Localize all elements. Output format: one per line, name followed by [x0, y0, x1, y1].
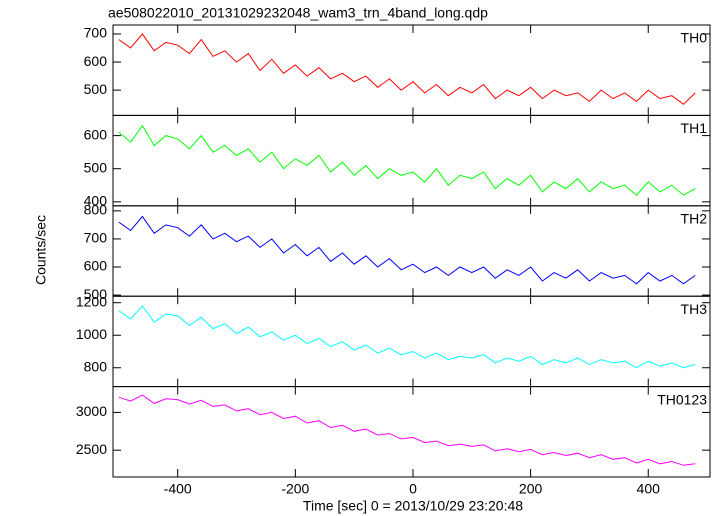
y-tick-label: 700 [84, 25, 108, 41]
panel-frame [112, 114, 711, 207]
series-line [118, 124, 696, 196]
y-tick-label: 800 [84, 202, 108, 218]
legend-label: TH0123 [657, 391, 707, 407]
series-line [118, 33, 696, 105]
panel-frame [112, 386, 711, 478]
y-tick-label: 400 [84, 193, 108, 209]
series-line [118, 215, 696, 285]
x-tick-label: -400 [164, 481, 192, 497]
legend-label: TH1 [681, 120, 708, 136]
panel-frame [112, 24, 711, 116]
y-tick-label: 500 [84, 159, 108, 175]
y-tick-label: 500 [84, 286, 108, 302]
y-tick-label: 600 [84, 126, 108, 142]
x-tick-label: 400 [637, 481, 661, 497]
y-tick-label: 500 [84, 81, 108, 97]
x-tick-label: 200 [519, 481, 543, 497]
y-tick-label: 1000 [76, 326, 107, 342]
chart-title: ae508022010_20131029232048_wam3_trn_4ban… [108, 5, 488, 21]
x-axis-label: Time [sec] 0 = 2013/10/29 23:20:48 [303, 498, 523, 514]
series-line [118, 394, 696, 466]
x-tick-label: -200 [281, 481, 309, 497]
y-tick-label: 1200 [76, 293, 107, 309]
y-tick-label: 2500 [76, 441, 107, 457]
y-tick-label: 700 [84, 230, 108, 246]
y-tick-label: 600 [84, 53, 108, 69]
x-tick-label: 0 [409, 481, 417, 497]
legend-label: TH3 [681, 301, 708, 317]
y-axis-label: Counts/sec [33, 215, 49, 285]
panel-frame [112, 205, 711, 297]
series-line [118, 305, 696, 369]
panel-frame [112, 295, 711, 388]
y-tick-label: 800 [84, 358, 108, 374]
legend-label: TH0 [681, 30, 708, 46]
legend-label: TH2 [681, 211, 708, 227]
y-tick-label: 600 [84, 258, 108, 274]
y-tick-label: 3000 [76, 403, 107, 419]
